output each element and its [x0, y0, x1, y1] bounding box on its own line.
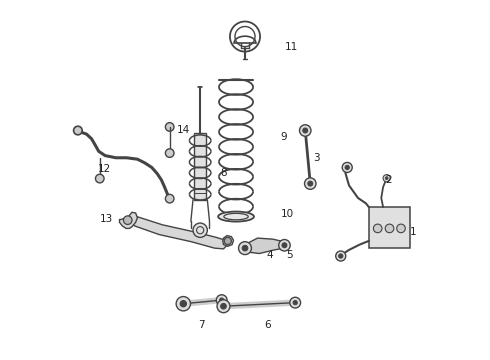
Circle shape [373, 224, 382, 233]
Polygon shape [131, 216, 227, 249]
Circle shape [308, 181, 313, 186]
Circle shape [166, 149, 174, 157]
Text: 7: 7 [198, 320, 205, 330]
Text: 1: 1 [410, 227, 416, 237]
Text: 4: 4 [267, 250, 273, 260]
Text: 5: 5 [286, 250, 293, 260]
Circle shape [383, 175, 390, 182]
Circle shape [224, 237, 231, 244]
Text: 2: 2 [385, 175, 392, 185]
Text: 9: 9 [281, 132, 288, 142]
Circle shape [385, 224, 394, 233]
Polygon shape [245, 238, 284, 253]
Circle shape [180, 301, 187, 307]
Circle shape [290, 297, 300, 308]
Circle shape [282, 243, 287, 248]
Ellipse shape [218, 212, 254, 222]
Circle shape [385, 177, 388, 180]
Circle shape [336, 251, 346, 261]
Circle shape [193, 223, 207, 237]
Text: 3: 3 [313, 153, 320, 163]
Bar [195, 134, 206, 200]
Text: 8: 8 [220, 168, 226, 178]
Circle shape [339, 254, 343, 258]
Text: 13: 13 [100, 215, 113, 224]
Circle shape [242, 245, 248, 251]
Circle shape [123, 216, 132, 225]
Circle shape [217, 300, 230, 313]
Circle shape [293, 301, 297, 305]
Text: 14: 14 [177, 125, 190, 135]
Text: 6: 6 [265, 320, 271, 330]
Circle shape [96, 174, 104, 183]
Circle shape [166, 194, 174, 203]
Circle shape [166, 123, 174, 131]
Circle shape [397, 224, 405, 233]
Text: 11: 11 [285, 42, 298, 52]
Text: 10: 10 [281, 209, 294, 219]
Circle shape [176, 297, 191, 311]
Circle shape [220, 298, 224, 302]
Circle shape [220, 303, 226, 309]
Circle shape [304, 178, 316, 189]
Circle shape [345, 165, 349, 170]
Circle shape [74, 126, 82, 135]
Bar [368, 207, 410, 248]
Circle shape [279, 239, 290, 251]
Circle shape [299, 125, 311, 136]
Polygon shape [223, 235, 234, 246]
Circle shape [239, 242, 251, 255]
Text: 12: 12 [98, 164, 111, 174]
Circle shape [303, 128, 308, 133]
Circle shape [342, 162, 352, 172]
Circle shape [216, 295, 227, 306]
Polygon shape [120, 212, 137, 228]
